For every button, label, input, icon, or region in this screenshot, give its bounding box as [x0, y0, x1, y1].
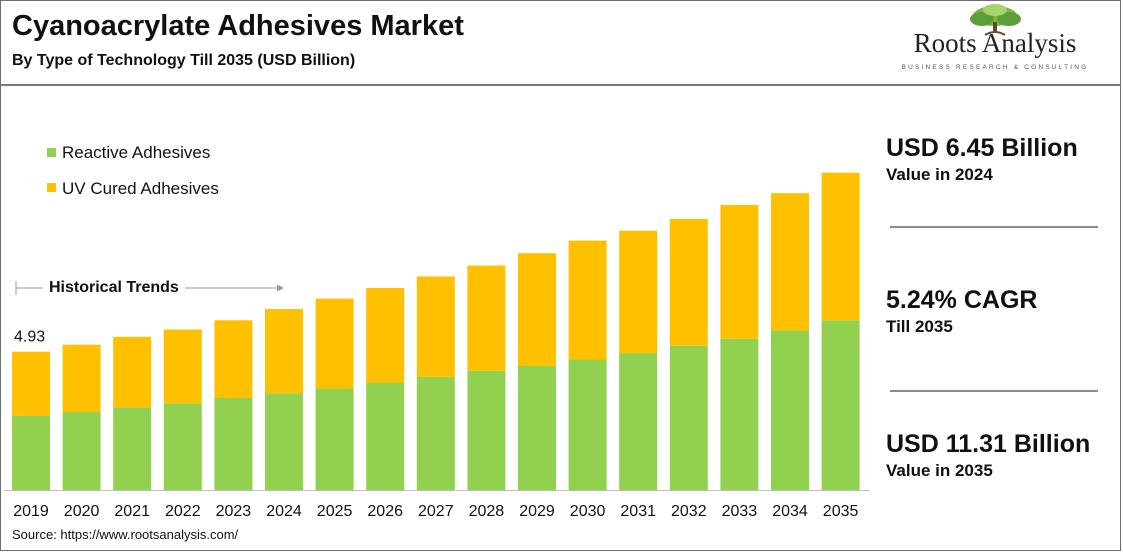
bars-group: [12, 172, 860, 490]
x-axis-tick-labels: 2019 2020 2021 2022 2023 2024 2025 2026 2027 2028…: [13, 503, 858, 520]
data-label-2019: 4.93: [14, 329, 45, 346]
x-tick-label-2022: 2022: [165, 503, 201, 520]
bar-reactive-2025: [315, 388, 354, 490]
bar-uv-2035: [821, 172, 860, 321]
bar-reactive-2021: [113, 407, 152, 490]
annotation-label-background: [43, 279, 185, 296]
page-subtitle: By Type of Technology Till 2035 (USD Bil…: [12, 52, 356, 69]
bar-uv-2019: [12, 351, 50, 416]
x-tick-label-2027: 2027: [418, 503, 454, 520]
x-tick-label-2030: 2030: [570, 503, 606, 520]
logo: Roots Analysis BUSINESS RESEARCH & CONSU…: [880, 4, 1110, 78]
data-labels-group: 4.93: [14, 329, 45, 346]
x-tick-label-2034: 2034: [772, 503, 808, 520]
bar-reactive-2032: [669, 345, 708, 490]
x-tick-label-2021: 2021: [114, 503, 150, 520]
legend-swatch-uv: [47, 183, 56, 192]
bar-uv-2024: [265, 309, 303, 394]
bar-reactive-2034: [771, 330, 809, 490]
kpi-2024: USD 6.45 Billion Value in 2024: [886, 134, 1111, 185]
bar-uv-2032: [669, 218, 708, 346]
annotation-label: Historical Trends: [49, 279, 179, 296]
chart-legend: Reactive Adhesives UV Cured Adhesives: [47, 143, 219, 198]
kpi-cagr-value: 5.24% CAGR: [886, 286, 1038, 314]
bar-reactive-2029: [518, 365, 556, 490]
x-tick-label-2026: 2026: [367, 503, 403, 520]
kpi-2035-value: USD 11.31 Billion: [886, 430, 1091, 458]
x-tick-label-2029: 2029: [519, 503, 555, 520]
bar-uv-2034: [771, 193, 809, 331]
bar-uv-2023: [214, 320, 253, 398]
bar-uv-2022: [163, 329, 202, 404]
bar-reactive-2028: [467, 370, 506, 490]
bar-reactive-2030: [568, 359, 607, 490]
x-tick-label-2035: 2035: [823, 503, 859, 520]
bar-uv-2020: [62, 344, 101, 413]
bar-uv-2026: [366, 288, 405, 383]
kpi-cagr: 5.24% CAGR Till 2035: [886, 286, 1111, 337]
bar-uv-2025: [315, 298, 354, 389]
bar-uv-2029: [518, 253, 556, 366]
legend-label-reactive: Reactive Adhesives: [62, 143, 210, 162]
bar-uv-2021: [113, 336, 152, 408]
bar-uv-2033: [720, 204, 759, 339]
header-divider: [0, 84, 1121, 86]
kpi-2024-value: USD 6.45 Billion: [886, 134, 1078, 162]
legend-swatch-reactive: [47, 148, 56, 157]
x-tick-label-2033: 2033: [722, 503, 758, 520]
stacked-bar-chart: Reactive Adhesives UV Cured Adhesives Hi…: [4, 143, 870, 520]
bar-reactive-2020: [62, 412, 101, 490]
legend-label-uv: UV Cured Adhesives: [62, 179, 219, 198]
tree-logo-icon: [970, 4, 1021, 36]
kpi-2024-label: Value in 2024: [886, 165, 993, 184]
page-title: Cyanoacrylate Adhesives Market: [12, 10, 464, 42]
logo-tagline: BUSINESS RESEARCH & CONSULTING: [901, 64, 1089, 71]
bar-reactive-2019: [12, 415, 50, 490]
bar-uv-2031: [619, 230, 658, 354]
x-tick-label-2023: 2023: [216, 503, 252, 520]
bar-reactive-2033: [720, 338, 759, 490]
x-tick-label-2020: 2020: [64, 503, 100, 520]
bar-reactive-2022: [163, 403, 202, 490]
bar-reactive-2031: [619, 353, 658, 490]
x-tick-label-2028: 2028: [469, 503, 505, 520]
source-note: Source: https://www.rootsanalysis.com/: [12, 527, 239, 542]
x-tick-label-2025: 2025: [317, 503, 353, 520]
bar-reactive-2027: [416, 376, 455, 490]
annotation-arrow-head: [277, 284, 284, 292]
bar-reactive-2023: [214, 397, 253, 490]
bar-uv-2027: [416, 276, 455, 377]
kpi-2035: USD 11.31 Billion Value in 2035: [886, 430, 1111, 481]
x-tick-label-2019: 2019: [13, 503, 49, 520]
x-tick-label-2024: 2024: [266, 503, 302, 520]
historical-trends-annotation: Historical Trends: [15, 279, 284, 296]
bar-uv-2030: [568, 240, 607, 360]
kpi-cagr-label: Till 2035: [886, 317, 953, 336]
kpi-2035-label: Value in 2035: [886, 461, 993, 480]
bar-reactive-2024: [265, 393, 303, 490]
bar-uv-2028: [467, 265, 506, 371]
x-tick-label-2031: 2031: [620, 503, 656, 520]
logo-name: Roots Analysis: [913, 28, 1077, 58]
bar-reactive-2035: [821, 320, 860, 490]
x-tick-label-2032: 2032: [671, 503, 707, 520]
bar-reactive-2026: [366, 382, 405, 490]
header: Cyanoacrylate Adhesives Market By Type o…: [0, 0, 1121, 82]
kpi-divider: [890, 226, 1098, 228]
kpi-divider: [890, 390, 1098, 392]
